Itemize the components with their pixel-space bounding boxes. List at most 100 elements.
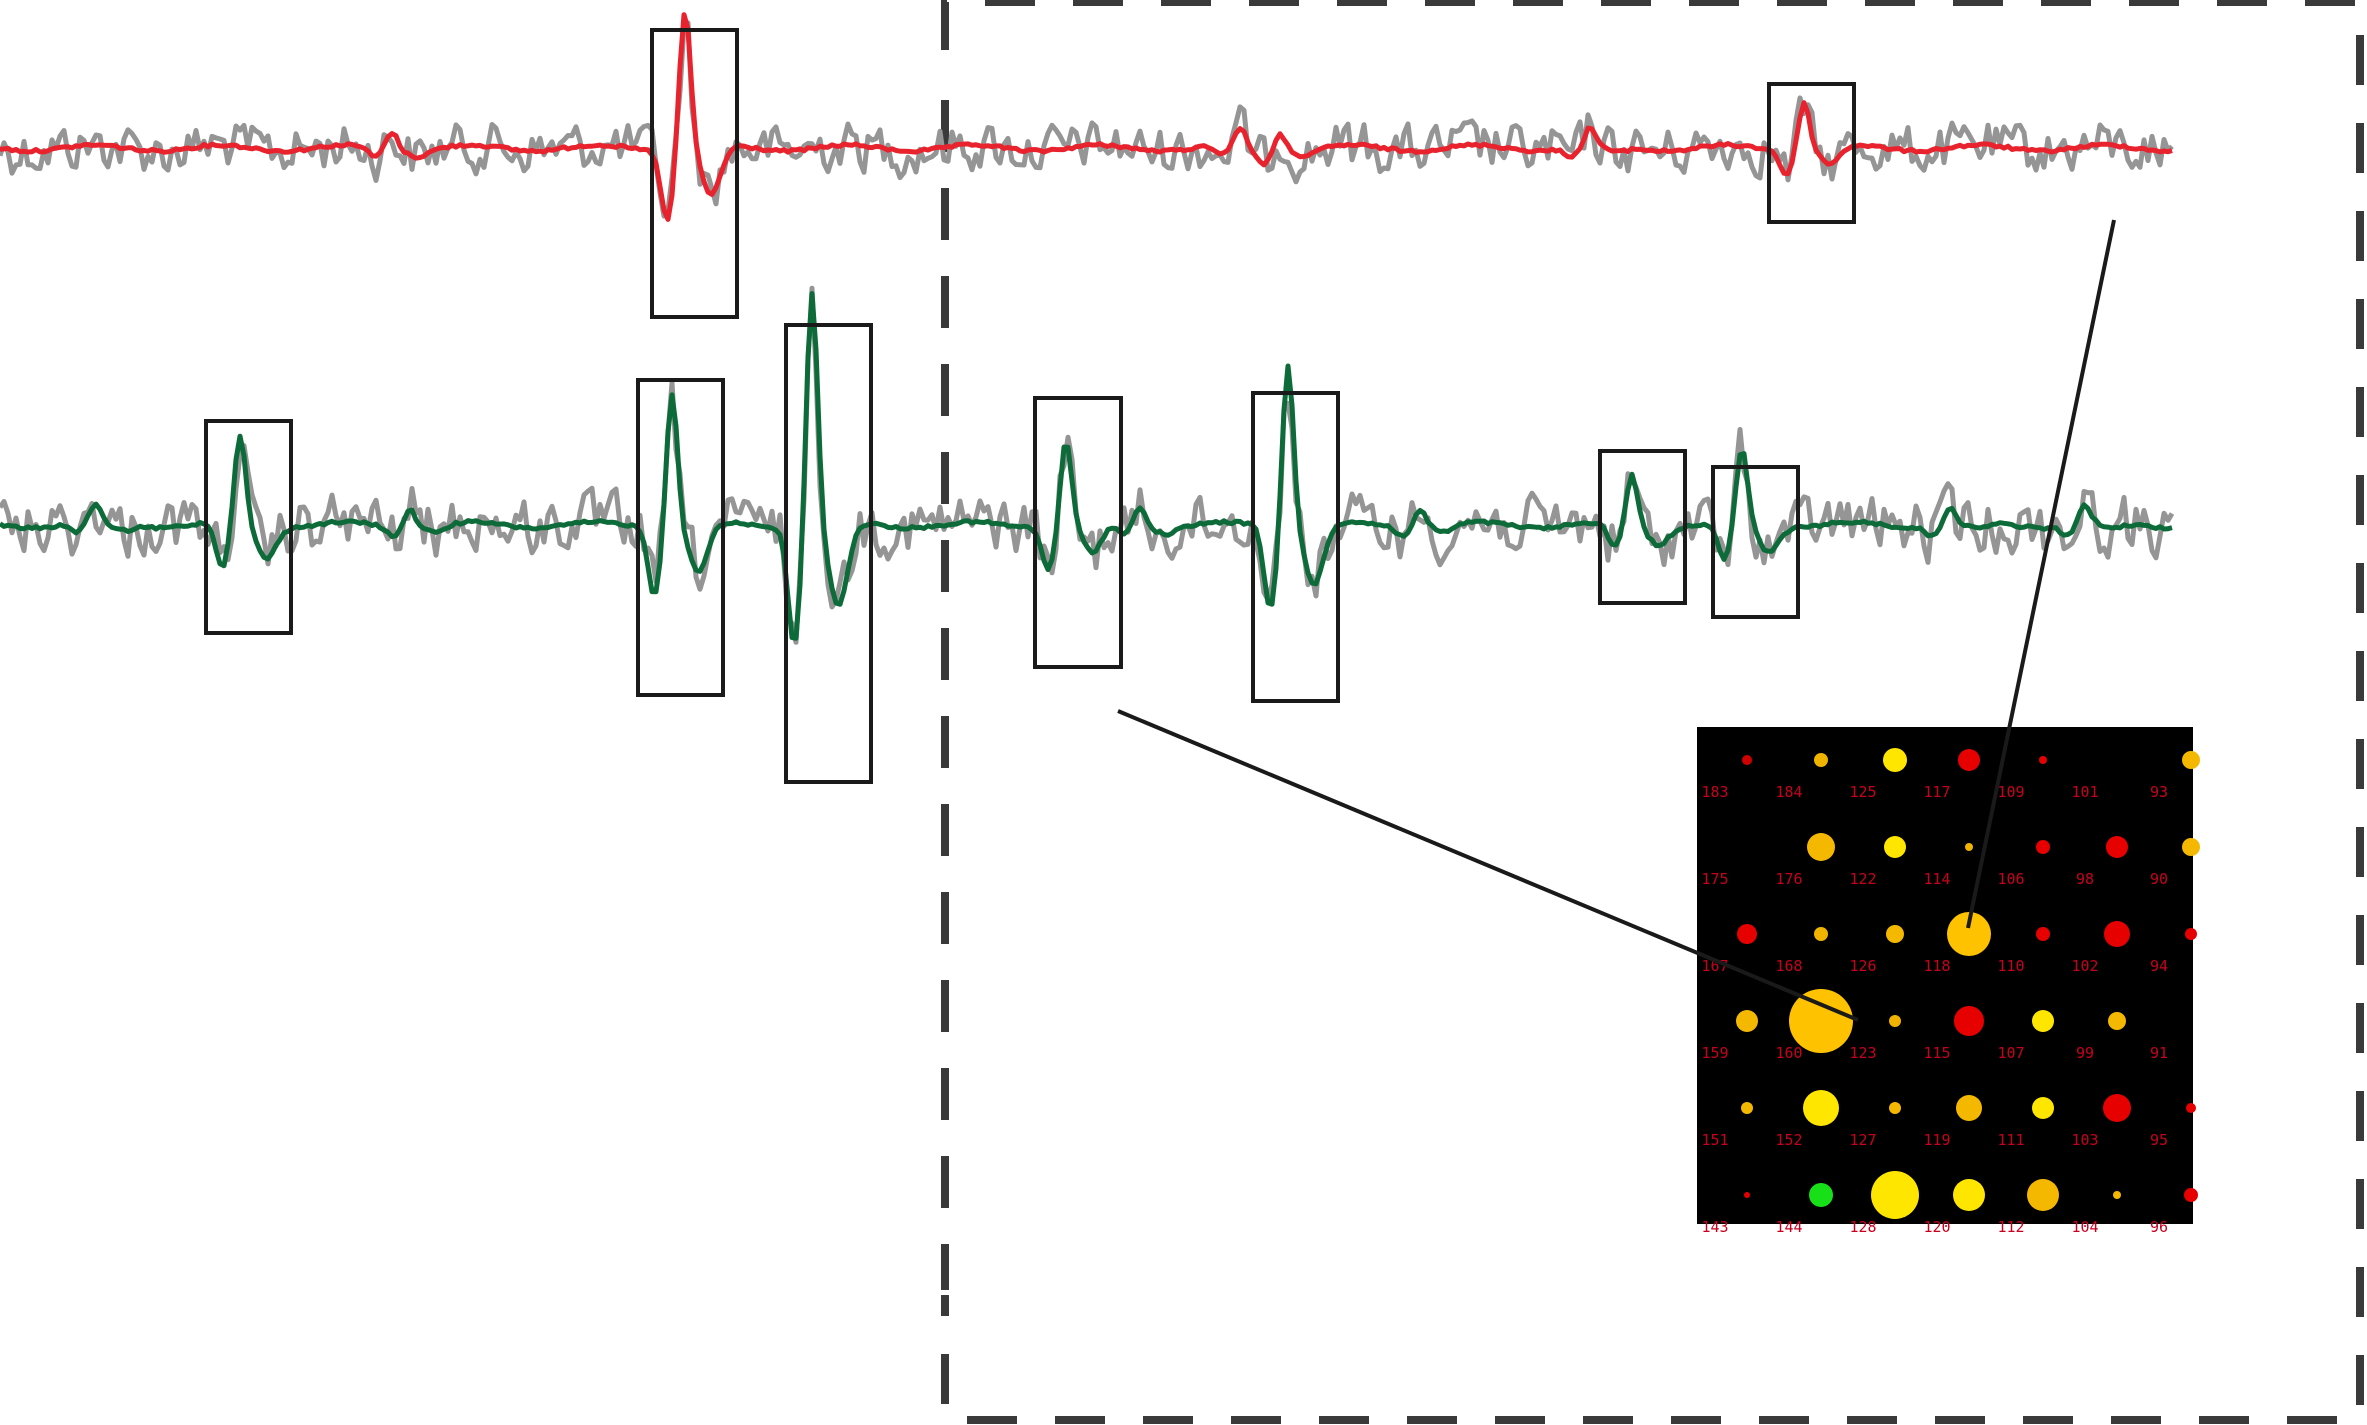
electrode-activity-dot bbox=[1886, 925, 1904, 943]
electrode-grid: 183 184 125 117 109 101 93 175 176 122 114 106 98 90 1… bbox=[1697, 727, 2200, 1236]
electrode-label: 102 bbox=[2071, 957, 2098, 975]
electrode-grid-background bbox=[1697, 727, 2193, 1224]
electrode-label: 96 bbox=[2150, 1218, 2168, 1236]
detection-box bbox=[784, 323, 873, 784]
electrode-label: 123 bbox=[1849, 1044, 1876, 1062]
electrode-label: 106 bbox=[1997, 870, 2024, 888]
detection-box bbox=[204, 419, 293, 635]
electrode-label: 168 bbox=[1775, 957, 1802, 975]
electrode-activity-dot bbox=[1809, 1183, 1833, 1207]
electrode-activity-dot bbox=[2036, 927, 2050, 941]
electrode-activity-dot bbox=[2184, 1188, 2198, 1202]
electrode-activity-dot bbox=[2108, 1012, 2126, 1030]
electrode-label: 125 bbox=[1849, 783, 1876, 801]
electrode-activity-dot bbox=[2113, 1191, 2121, 1199]
electrode-activity-dot bbox=[2036, 840, 2050, 854]
electrode-label: 94 bbox=[2150, 957, 2168, 975]
electrode-activity-dot bbox=[1737, 924, 1757, 944]
electrode-label: 110 bbox=[1997, 957, 2024, 975]
electrode-activity-dot bbox=[1814, 927, 1828, 941]
electrode-activity-dot bbox=[2039, 756, 2047, 764]
electrode-label: 101 bbox=[2071, 783, 2098, 801]
electrode-label: 160 bbox=[1775, 1044, 1802, 1062]
trace-1-raw-signal bbox=[0, 20, 2174, 219]
electrode-label: 126 bbox=[1849, 957, 1876, 975]
detection-box bbox=[1598, 449, 1687, 605]
electrode-label: 127 bbox=[1849, 1131, 1876, 1149]
detection-box bbox=[1767, 82, 1856, 224]
electrode-label: 95 bbox=[2150, 1131, 2168, 1149]
electrode-label: 99 bbox=[2076, 1044, 2094, 1062]
electrode-activity-dot bbox=[2106, 836, 2128, 858]
electrode-activity-dot bbox=[2032, 1010, 2054, 1032]
electrode-label: 117 bbox=[1923, 783, 1950, 801]
electrode-activity-dot bbox=[1871, 1171, 1919, 1219]
detection-box bbox=[636, 378, 725, 697]
electrode-label: 152 bbox=[1775, 1131, 1802, 1149]
electrode-label: 119 bbox=[1923, 1131, 1950, 1149]
electrode-label: 112 bbox=[1997, 1218, 2024, 1236]
electrode-label: 91 bbox=[2150, 1044, 2168, 1062]
electrode-activity-dot bbox=[2104, 921, 2130, 947]
electrode-activity-dot bbox=[1803, 1090, 1839, 1126]
electrode-label: 151 bbox=[1701, 1131, 1728, 1149]
electrode-activity-dot bbox=[2103, 1094, 2131, 1122]
electrode-label: 159 bbox=[1701, 1044, 1728, 1062]
electrode-activity-dot bbox=[1736, 1010, 1758, 1032]
trace-2-filtered-signal bbox=[0, 291, 2173, 641]
electrode-label: 128 bbox=[1849, 1218, 1876, 1236]
electrode-activity-dot bbox=[1742, 755, 1752, 765]
electrode-label: 111 bbox=[1997, 1131, 2024, 1149]
electrode-activity-dot bbox=[1958, 749, 1980, 771]
electrode-label: 143 bbox=[1701, 1218, 1728, 1236]
connector-line-trace-1 bbox=[1966, 219, 2116, 929]
electrode-label: 184 bbox=[1775, 783, 1802, 801]
electrode-label: 183 bbox=[1701, 783, 1728, 801]
electrode-label: 103 bbox=[2071, 1131, 2098, 1149]
electrode-activity-dot bbox=[2182, 751, 2200, 769]
electrode-activity-dot bbox=[1884, 836, 1906, 858]
electrode-label: 118 bbox=[1923, 957, 1950, 975]
electrode-activity-dot bbox=[1965, 843, 1973, 851]
electrode-activity-dot bbox=[2182, 838, 2200, 856]
electrode-activity-dot bbox=[1956, 1095, 1982, 1121]
electrode-label: 176 bbox=[1775, 870, 1802, 888]
electrode-activity-dot bbox=[2185, 928, 2197, 940]
detection-box bbox=[1033, 396, 1123, 669]
electrode-label: 120 bbox=[1923, 1218, 1950, 1236]
electrode-activity-dot bbox=[1807, 833, 1835, 861]
electrode-activity-dot bbox=[1953, 1179, 1985, 1211]
trace-1-group bbox=[0, 12, 2174, 222]
electrode-label: 98 bbox=[2076, 870, 2094, 888]
electrode-activity-dot bbox=[1889, 1015, 1901, 1027]
trace-2-group bbox=[0, 285, 2175, 645]
electrode-label: 175 bbox=[1701, 870, 1728, 888]
electrode-label: 122 bbox=[1849, 870, 1876, 888]
electrode-activity-dot bbox=[2186, 1103, 2196, 1113]
electrode-label: 144 bbox=[1775, 1218, 1802, 1236]
electrode-activity-dot bbox=[1744, 1192, 1750, 1198]
electrode-activity-dot bbox=[2027, 1179, 2059, 1211]
electrode-label: 115 bbox=[1923, 1044, 1950, 1062]
detection-box bbox=[1251, 391, 1340, 703]
electrode-activity-dot bbox=[1741, 1102, 1753, 1114]
electrode-activity-dot bbox=[1947, 912, 1991, 956]
electrode-label: 93 bbox=[2150, 783, 2168, 801]
trace-1-filtered-signal bbox=[0, 12, 2173, 222]
detection-box bbox=[650, 28, 739, 319]
electrode-label: 107 bbox=[1997, 1044, 2024, 1062]
electrode-activity-dot bbox=[1814, 753, 1828, 767]
trace-2-raw-signal bbox=[0, 285, 2175, 645]
electrode-activity-dot bbox=[2032, 1097, 2054, 1119]
electrode-activity-dot bbox=[1954, 1006, 1984, 1036]
connector-line-trace-2 bbox=[1117, 709, 1859, 1022]
detection-box bbox=[1711, 465, 1800, 619]
electrode-label: 109 bbox=[1997, 783, 2024, 801]
electrode-label: 104 bbox=[2071, 1218, 2098, 1236]
electrode-activity-dot bbox=[1883, 748, 1907, 772]
electrode-activity-dot bbox=[1889, 1102, 1901, 1114]
electrode-activity-dot bbox=[1789, 989, 1853, 1053]
electrode-label: 90 bbox=[2150, 870, 2168, 888]
electrode-label: 114 bbox=[1923, 870, 1950, 888]
